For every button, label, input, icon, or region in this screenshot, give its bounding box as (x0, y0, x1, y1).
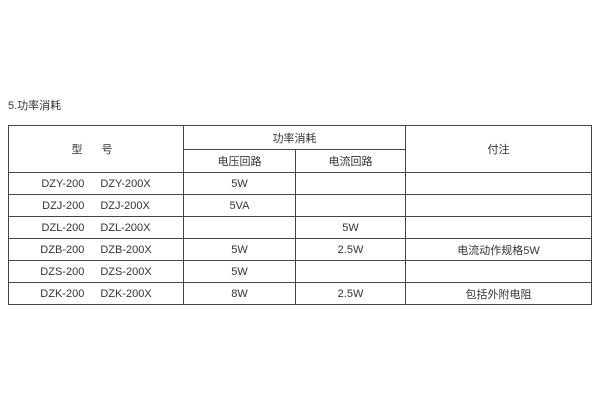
voltage-circuit-cell: 5W (183, 260, 296, 283)
column-header-note: 付注 (405, 125, 592, 173)
model-name: DZJ-200 (42, 199, 85, 212)
table-header-row-1: 型 号 功率消耗 付注 (8, 125, 592, 173)
table-row: DZB-200 DZB-200X 5W 2.5W 电流动作规格5W (8, 238, 592, 261)
current-circuit-cell: 2.5W (295, 238, 406, 261)
voltage-circuit-cell: 5W (183, 238, 296, 261)
model-name: DZY-200X (100, 177, 151, 190)
model-name: DZL-200 (41, 221, 85, 234)
current-circuit-cell: 5W (295, 216, 406, 239)
model-cell: DZL-200 DZL-200X (8, 216, 184, 239)
note-cell (405, 216, 592, 239)
power-consumption-table: 型 号 功率消耗 付注 电压回路 电流回路 DZY-200 DZY-200X 5… (8, 125, 592, 305)
model-cell: DZS-200 DZS-200X (8, 260, 184, 283)
note-cell: 包括外附电阻 (405, 282, 592, 305)
model-cell: DZK-200 DZK-200X (8, 282, 184, 305)
model-name: DZK-200 (40, 287, 85, 300)
table-row: DZY-200 DZY-200X 5W (8, 172, 592, 195)
current-circuit-cell (295, 194, 406, 217)
model-name: DZK-200X (100, 287, 152, 300)
model-name: DZJ-200X (100, 199, 150, 212)
column-header-power-group: 功率消耗 (183, 125, 406, 150)
column-header-model-label: 型 号 (71, 144, 121, 156)
model-cell: DZB-200 DZB-200X (8, 238, 184, 261)
table-row: DZS-200 DZS-200X 5W (8, 260, 592, 283)
table-row: DZK-200 DZK-200X 8W 2.5W 包括外附电阻 (8, 282, 592, 305)
model-cell: DZY-200 DZY-200X (8, 172, 184, 195)
column-header-current-circuit: 电流回路 (295, 149, 406, 173)
model-name: DZB-200 (40, 243, 85, 256)
model-name: DZS-200 (40, 265, 85, 278)
note-cell (405, 172, 592, 195)
model-cell: DZJ-200 DZJ-200X (8, 194, 184, 217)
current-circuit-cell (295, 260, 406, 283)
note-cell (405, 260, 592, 283)
voltage-circuit-cell: 8W (183, 282, 296, 305)
model-name: DZY-200 (41, 177, 85, 190)
current-circuit-cell (295, 172, 406, 195)
current-circuit-cell: 2.5W (295, 282, 406, 305)
note-cell: 电流动作规格5W (405, 238, 592, 261)
note-cell (405, 194, 592, 217)
voltage-circuit-cell (183, 216, 296, 239)
voltage-circuit-cell: 5VA (183, 194, 296, 217)
model-name: DZL-200X (100, 221, 151, 234)
section-heading: 5.功率消耗 (8, 100, 62, 112)
table-row: DZL-200 DZL-200X 5W (8, 216, 592, 239)
voltage-circuit-cell: 5W (183, 172, 296, 195)
table-row: DZJ-200 DZJ-200X 5VA (8, 194, 592, 217)
model-name: DZS-200X (100, 265, 152, 278)
column-header-voltage-circuit: 电压回路 (183, 149, 296, 173)
model-name: DZB-200X (100, 243, 152, 256)
column-header-model: 型 号 (8, 125, 184, 173)
